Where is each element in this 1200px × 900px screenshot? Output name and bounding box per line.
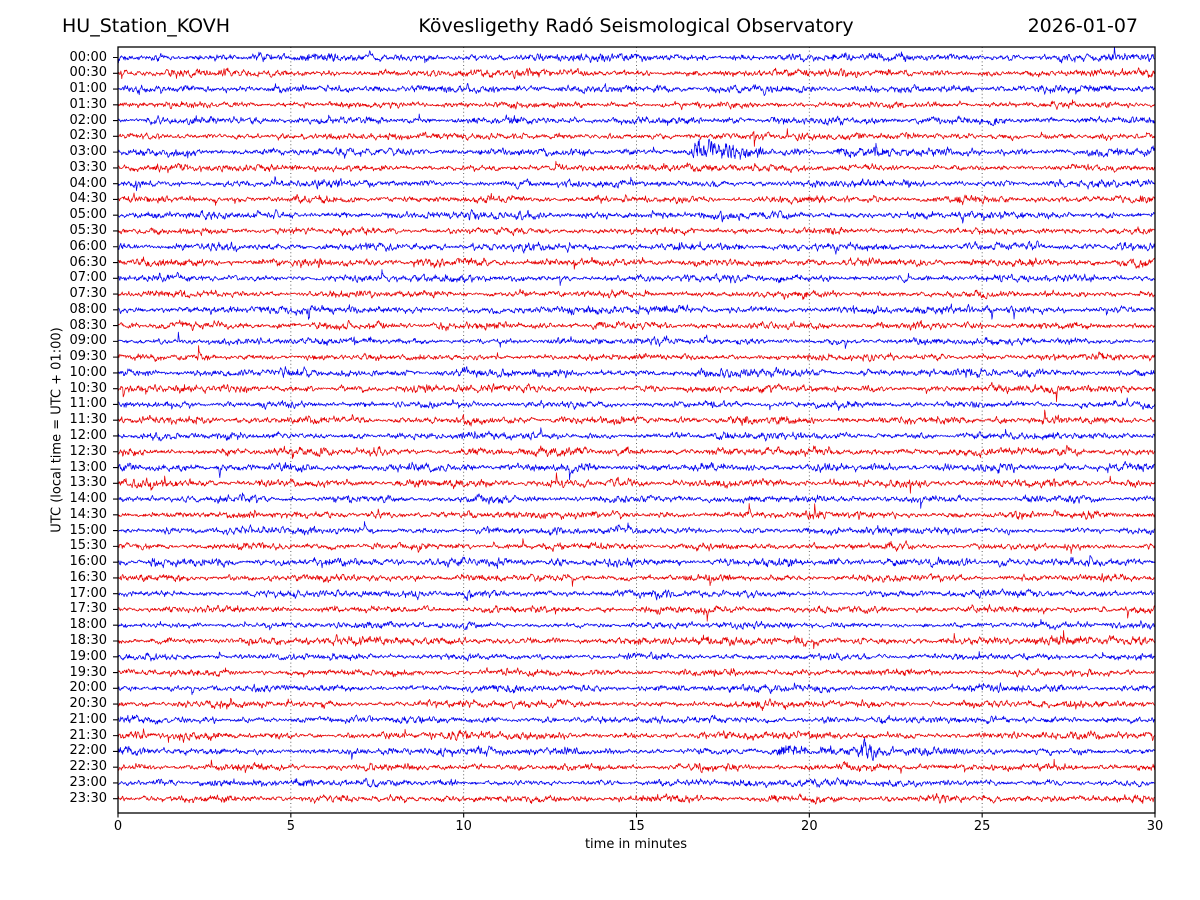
y-tick-label: 08:00 [69, 301, 107, 317]
y-tick-label: 21:00 [69, 711, 107, 727]
y-tick-label: 02:30 [69, 128, 107, 144]
x-tick-label: 20 [801, 819, 818, 834]
y-tick-label: 02:00 [69, 112, 107, 128]
y-tick-label: 10:30 [69, 380, 107, 396]
y-tick-label: 05:30 [69, 222, 107, 238]
y-tick-label: 08:30 [69, 317, 107, 333]
y-tick-label: 03:00 [69, 144, 107, 160]
y-tick-label: 15:30 [69, 538, 107, 554]
y-tick-label: 20:00 [69, 680, 107, 696]
y-tick-label: 05:00 [69, 207, 107, 223]
y-tick-label: 11:30 [69, 412, 107, 428]
y-tick-label: 06:00 [69, 238, 107, 254]
y-tick-label: 23:30 [69, 790, 107, 806]
y-tick-label: 21:30 [69, 727, 107, 743]
x-tick-label: 15 [628, 819, 645, 834]
y-tick-label: 15:00 [69, 522, 107, 538]
y-tick-label: 19:30 [69, 664, 107, 680]
y-tick-label: 04:30 [69, 191, 107, 207]
y-tick-label: 18:30 [69, 632, 107, 648]
x-tick-label: 30 [1146, 819, 1164, 834]
y-tick-label: 19:00 [69, 648, 107, 664]
y-tick-label: 00:30 [69, 65, 107, 81]
y-tick-label: 12:00 [69, 427, 107, 443]
y-tick-label: 00:00 [69, 49, 107, 65]
y-tick-label: 13:00 [69, 459, 107, 475]
y-tick-label: 07:30 [69, 286, 107, 302]
y-tick-label: 20:30 [69, 696, 107, 712]
y-tick-label: 12:30 [69, 443, 107, 459]
y-tick-label: 01:30 [69, 96, 107, 112]
y-tick-label: 14:30 [69, 506, 107, 522]
y-tick-label: 09:30 [69, 349, 107, 365]
y-tick-label: 13:30 [69, 475, 107, 491]
x-axis-label: time in minutes [584, 837, 688, 852]
y-tick-label: 03:30 [69, 159, 107, 175]
y-tick-label: 17:30 [69, 601, 107, 617]
x-tick-label: 10 [455, 819, 472, 834]
y-tick-label: 10:00 [69, 364, 107, 380]
date-title: 2026-01-07 [1027, 15, 1138, 37]
y-tick-label: 18:00 [69, 617, 107, 633]
y-tick-label: 16:00 [69, 554, 107, 570]
y-tick-label: 17:00 [69, 585, 107, 601]
y-tick-label: 04:00 [69, 175, 107, 191]
x-tick-label: 0 [113, 819, 123, 834]
y-tick-label: 11:00 [69, 396, 107, 412]
station-title: HU_Station_KOVH [62, 15, 231, 37]
y-tick-label: 06:30 [69, 254, 107, 270]
y-tick-label: 16:30 [69, 569, 107, 585]
y-tick-label: 09:00 [69, 333, 107, 349]
y-tick-label: 14:00 [69, 491, 107, 507]
x-tick-label: 25 [973, 819, 991, 834]
y-tick-label: 07:00 [69, 270, 107, 286]
y-tick-label: 01:00 [69, 81, 107, 97]
x-tick-label: 5 [286, 819, 295, 834]
y-tick-label: 22:30 [69, 759, 107, 775]
observatory-title: Kövesligethy Radó Seismological Observat… [418, 15, 854, 37]
y-tick-label: 23:00 [69, 774, 107, 790]
y-tick-label: 22:00 [69, 743, 107, 759]
